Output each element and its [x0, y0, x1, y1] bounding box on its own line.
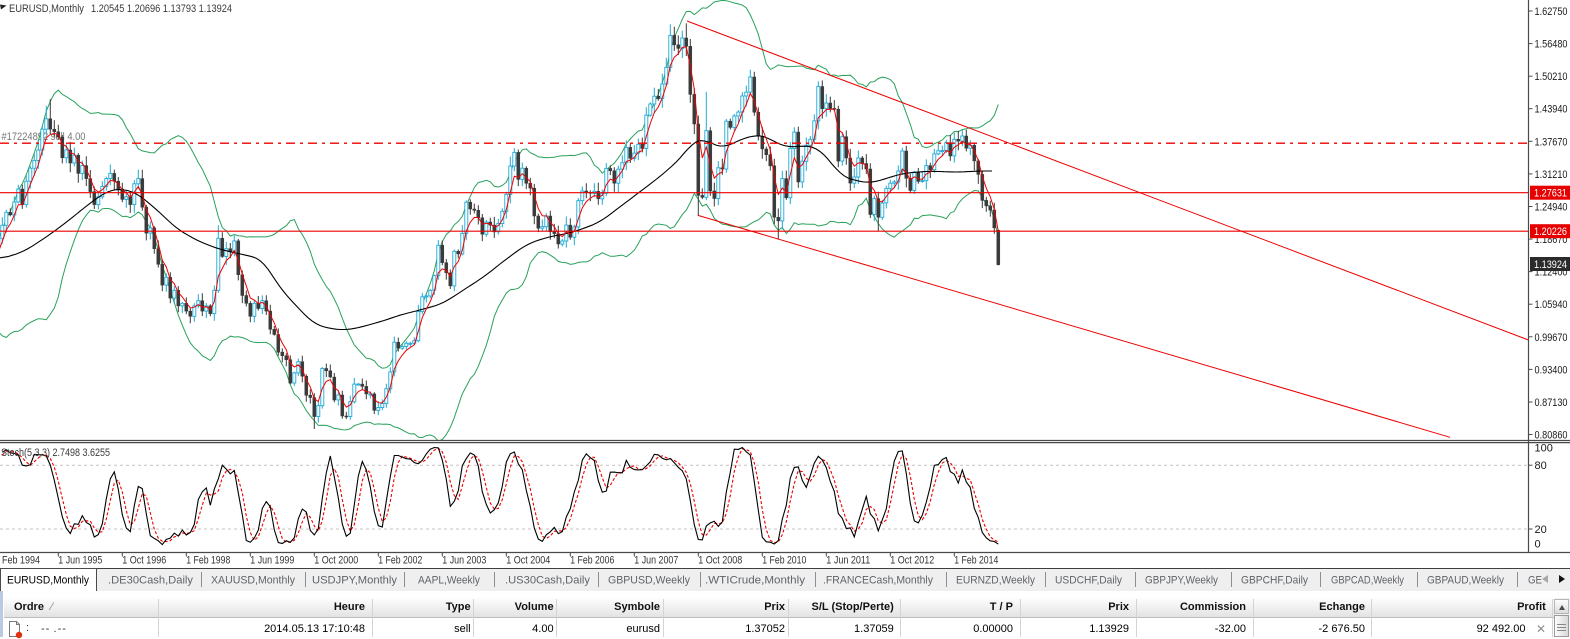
svg-text:.US30Cash,Daily: .US30Cash,Daily — [505, 575, 590, 587]
svg-text:EURUSD,Monthly: EURUSD,Monthly — [9, 3, 84, 15]
svg-text:1.24940: 1.24940 — [1535, 202, 1568, 214]
svg-text:EURUSD,Monthly: EURUSD,Monthly — [7, 575, 89, 587]
svg-text:1.20545 1.20696 1.13793 1.1392: 1.20545 1.20696 1.13793 1.13924 — [91, 3, 232, 15]
svg-text:20: 20 — [1535, 524, 1547, 536]
svg-text:0: 0 — [1535, 539, 1541, 551]
svg-text:0.93400: 0.93400 — [1535, 364, 1568, 376]
svg-text:Feb 1994: Feb 1994 — [2, 555, 40, 567]
svg-text:XAUUSD,Monthly: XAUUSD,Monthly — [211, 575, 295, 587]
svg-text:1 Jun 2003: 1 Jun 2003 — [442, 555, 486, 567]
svg-text:1.37670: 1.37670 — [1535, 136, 1568, 148]
svg-text:1 Feb 2010: 1 Feb 2010 — [762, 555, 806, 567]
svg-text:1 Feb 1998: 1 Feb 1998 — [186, 555, 230, 567]
svg-text:EURNZD,Weekly: EURNZD,Weekly — [956, 575, 1035, 587]
svg-text:1 Feb 2014: 1 Feb 2014 — [954, 555, 998, 567]
svg-text:1.27631: 1.27631 — [1534, 188, 1567, 200]
svg-text:1 Oct 2004: 1 Oct 2004 — [506, 555, 550, 567]
svg-text:.WTICrude,Monthly: .WTICrude,Monthly — [705, 575, 806, 587]
svg-text:AAPL,Weekly: AAPL,Weekly — [418, 575, 480, 587]
svg-text:GBPJPY,Weekly: GBPJPY,Weekly — [1145, 575, 1218, 587]
svg-text:0.99670: 0.99670 — [1535, 332, 1568, 344]
svg-text:1 Oct 2012: 1 Oct 2012 — [890, 555, 934, 567]
svg-text:GE: GE — [1528, 575, 1542, 587]
svg-text:1 Jun 2007: 1 Jun 2007 — [634, 555, 678, 567]
svg-text:100: 100 — [1535, 443, 1553, 455]
svg-text:Stoch(5,3,3) 2.7498 3.6255: Stoch(5,3,3) 2.7498 3.6255 — [1, 447, 110, 459]
svg-text:.DE30Cash,Daily: .DE30Cash,Daily — [108, 575, 193, 587]
svg-text:80: 80 — [1535, 460, 1547, 472]
svg-text:1.43940: 1.43940 — [1535, 104, 1568, 116]
svg-text:1.62750: 1.62750 — [1535, 6, 1568, 18]
svg-text:1.20226: 1.20226 — [1534, 226, 1567, 238]
svg-text:1 Jun 1995: 1 Jun 1995 — [58, 555, 102, 567]
svg-text:1.13924: 1.13924 — [1534, 259, 1567, 271]
svg-text:1.31210: 1.31210 — [1535, 169, 1568, 181]
svg-text:1 Feb 2002: 1 Feb 2002 — [378, 555, 422, 567]
svg-text:USDCHF,Daily: USDCHF,Daily — [1055, 575, 1122, 587]
svg-text:GBPAUD,Weekly: GBPAUD,Weekly — [1427, 575, 1504, 587]
svg-text:0.87130: 0.87130 — [1535, 397, 1568, 409]
svg-text:1.05940: 1.05940 — [1535, 299, 1568, 311]
svg-text:.FRANCECash,Monthly: .FRANCECash,Monthly — [823, 575, 933, 587]
svg-text:GBPCHF,Daily: GBPCHF,Daily — [1241, 575, 1308, 587]
svg-text:GBPCAD,Weekly: GBPCAD,Weekly — [1331, 575, 1404, 587]
svg-text:1.56480: 1.56480 — [1535, 39, 1568, 51]
svg-text:1.50210: 1.50210 — [1535, 71, 1568, 83]
svg-text:1 Feb 2006: 1 Feb 2006 — [570, 555, 614, 567]
svg-text:1 Oct 2008: 1 Oct 2008 — [698, 555, 742, 567]
svg-text:1 Jun 1999: 1 Jun 1999 — [250, 555, 294, 567]
svg-text:0.80860: 0.80860 — [1535, 430, 1568, 442]
svg-text:1 Oct 1996: 1 Oct 1996 — [122, 555, 166, 567]
svg-text:GBPUSD,Weekly: GBPUSD,Weekly — [608, 575, 690, 587]
svg-text:1 Jun 2011: 1 Jun 2011 — [826, 555, 870, 567]
svg-text:1 Oct 2000: 1 Oct 2000 — [314, 555, 358, 567]
svg-text:USDJPY,Monthly: USDJPY,Monthly — [312, 575, 397, 587]
